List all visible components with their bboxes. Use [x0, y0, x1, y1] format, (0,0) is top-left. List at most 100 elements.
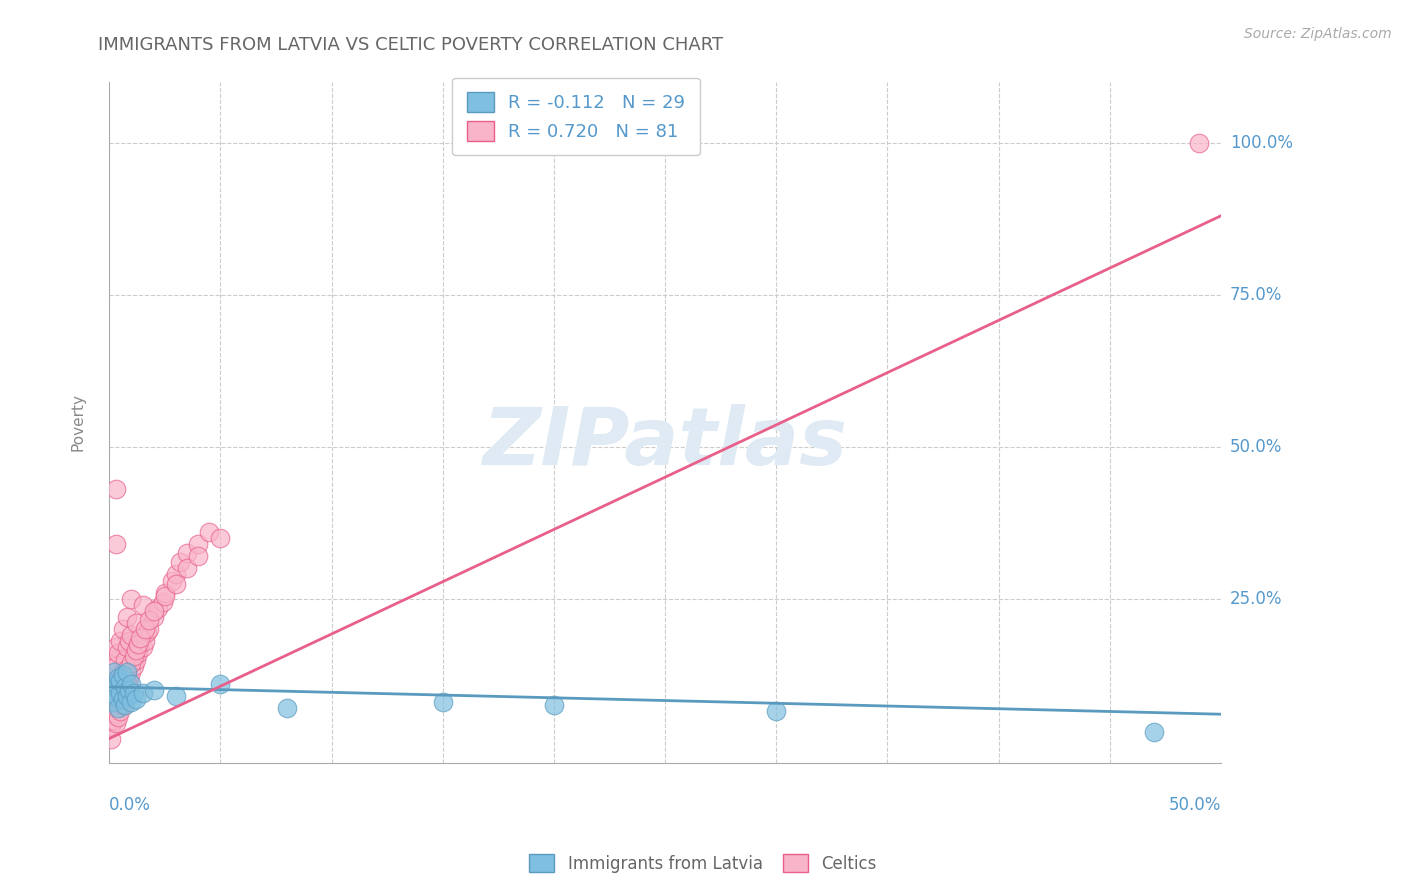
Point: [1143, 725, 1166, 739]
Point: [142, 604, 165, 618]
Point: [115, 689, 138, 703]
Point: [110, 673, 132, 688]
Point: [103, 707, 125, 722]
Point: [115, 686, 138, 700]
Point: [276, 701, 298, 715]
Point: [110, 680, 132, 694]
Point: [103, 652, 125, 666]
Point: [104, 689, 127, 703]
Point: [103, 695, 125, 709]
Point: [153, 589, 176, 603]
Text: 100.0%: 100.0%: [1230, 134, 1292, 152]
Point: [121, 665, 143, 679]
Point: [114, 698, 136, 712]
Point: [100, 671, 122, 685]
Point: [111, 673, 134, 688]
Point: [114, 667, 136, 681]
Point: [134, 634, 156, 648]
Point: [111, 667, 134, 681]
Point: [115, 662, 138, 676]
Legend: R = -0.112   N = 29, R = 0.720   N = 81: R = -0.112 N = 29, R = 0.720 N = 81: [453, 78, 700, 155]
Point: [176, 546, 198, 560]
Point: [122, 686, 145, 700]
Point: [121, 656, 143, 670]
Point: [107, 686, 129, 700]
Point: [111, 622, 134, 636]
Point: [111, 698, 134, 712]
Point: [165, 576, 187, 591]
Point: [165, 689, 187, 703]
Point: [103, 713, 125, 727]
Point: [121, 695, 143, 709]
Point: [125, 615, 148, 630]
Point: [115, 677, 138, 691]
Point: [110, 671, 132, 685]
Legend: Immigrants from Latvia, Celtics: Immigrants from Latvia, Celtics: [523, 847, 883, 880]
Point: [115, 665, 138, 679]
Point: [169, 555, 191, 569]
Point: [125, 692, 148, 706]
Point: [107, 701, 129, 715]
Point: [136, 625, 159, 640]
Point: [100, 719, 122, 733]
Point: [114, 682, 136, 697]
Point: [131, 598, 153, 612]
Point: [131, 640, 153, 655]
Point: [110, 686, 132, 700]
Point: [103, 682, 125, 697]
Point: [142, 682, 165, 697]
Text: 50.0%: 50.0%: [1168, 797, 1220, 814]
Point: [138, 613, 160, 627]
Point: [543, 698, 565, 712]
Text: IMMIGRANTS FROM LATVIA VS CELTIC POVERTY CORRELATION CHART: IMMIGRANTS FROM LATVIA VS CELTIC POVERTY…: [98, 36, 724, 54]
Point: [114, 652, 136, 666]
Point: [121, 628, 143, 642]
Point: [122, 649, 145, 664]
Point: [111, 692, 134, 706]
Point: [104, 483, 127, 497]
Point: [165, 567, 187, 582]
Point: [100, 695, 122, 709]
Point: [1188, 136, 1211, 150]
Point: [100, 682, 122, 697]
Point: [127, 637, 149, 651]
Point: [121, 677, 143, 691]
Point: [111, 689, 134, 703]
Point: [103, 665, 125, 679]
Point: [104, 658, 127, 673]
Text: Poverty: Poverty: [70, 393, 86, 451]
Point: [111, 665, 134, 679]
Point: [104, 537, 127, 551]
Point: [103, 689, 125, 703]
Point: [134, 622, 156, 636]
Point: [110, 634, 132, 648]
Point: [118, 682, 141, 697]
Point: [107, 701, 129, 715]
Point: [187, 549, 209, 564]
Point: [104, 682, 127, 697]
Point: [131, 686, 153, 700]
Text: 0.0%: 0.0%: [110, 797, 150, 814]
Point: [125, 652, 148, 666]
Point: [129, 637, 152, 651]
Text: ZIPatlas: ZIPatlas: [482, 404, 848, 482]
Point: [115, 610, 138, 624]
Point: [209, 677, 232, 691]
Point: [160, 574, 183, 588]
Point: [198, 524, 221, 539]
Point: [107, 710, 129, 724]
Point: [152, 595, 174, 609]
Point: [118, 671, 141, 685]
Point: [176, 561, 198, 575]
Point: [104, 707, 127, 722]
Point: [118, 680, 141, 694]
Point: [107, 647, 129, 661]
Point: [104, 692, 127, 706]
Point: [129, 632, 152, 646]
Point: [104, 716, 127, 731]
Point: [127, 647, 149, 661]
Point: [103, 665, 125, 679]
Point: [114, 680, 136, 694]
Text: Source: ZipAtlas.com: Source: ZipAtlas.com: [1244, 27, 1392, 41]
Point: [122, 658, 145, 673]
